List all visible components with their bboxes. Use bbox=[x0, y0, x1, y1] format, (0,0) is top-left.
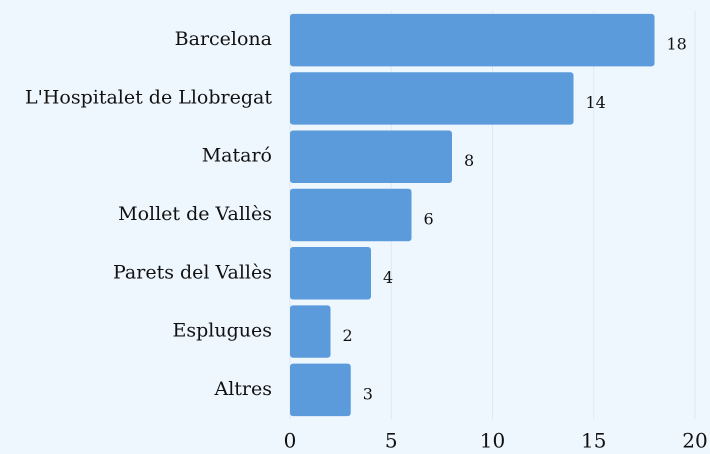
x-tick-label: 20 bbox=[682, 429, 707, 453]
value-label: 3 bbox=[363, 384, 373, 403]
bar bbox=[290, 188, 412, 242]
value-label: 6 bbox=[424, 210, 434, 229]
x-tick-label: 0 bbox=[284, 429, 297, 453]
y-tick-label: Mataró bbox=[202, 145, 272, 167]
x-tick-label: 5 bbox=[385, 429, 398, 453]
bar bbox=[290, 363, 351, 417]
y-tick-label: Barcelona bbox=[175, 28, 272, 50]
value-label: 2 bbox=[343, 326, 353, 345]
y-tick-label: Mollet de Vallès bbox=[118, 203, 272, 225]
value-label: 18 bbox=[667, 35, 687, 54]
bar bbox=[290, 305, 331, 358]
x-tick-label: 15 bbox=[581, 429, 606, 453]
y-tick-label: L'Hospitalet de Llobregat bbox=[25, 86, 272, 108]
value-label: 4 bbox=[383, 268, 393, 287]
y-tick-label: Altres bbox=[213, 378, 272, 400]
value-label: 14 bbox=[586, 93, 606, 112]
bar bbox=[290, 247, 371, 300]
x-tick-label: 10 bbox=[480, 429, 505, 453]
bar bbox=[290, 13, 655, 67]
value-label: 8 bbox=[464, 151, 474, 170]
bar bbox=[290, 72, 574, 125]
y-tick-label: Esplugues bbox=[173, 320, 273, 342]
y-tick-label: Parets del Vallès bbox=[113, 261, 272, 283]
bar bbox=[290, 130, 452, 183]
